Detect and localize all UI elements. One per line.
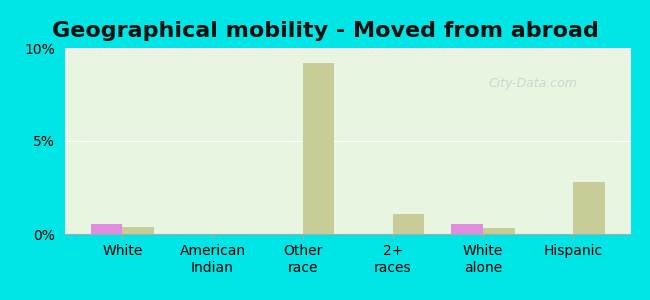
Bar xyxy=(393,214,424,234)
Bar xyxy=(122,227,154,234)
Bar xyxy=(483,228,515,234)
Bar xyxy=(303,63,334,234)
Bar xyxy=(91,224,122,234)
Text: City-Data.com: City-Data.com xyxy=(489,77,577,91)
Bar xyxy=(452,224,483,234)
Bar xyxy=(573,182,604,234)
Text: Geographical mobility - Moved from abroad: Geographical mobility - Moved from abroa… xyxy=(51,21,599,41)
